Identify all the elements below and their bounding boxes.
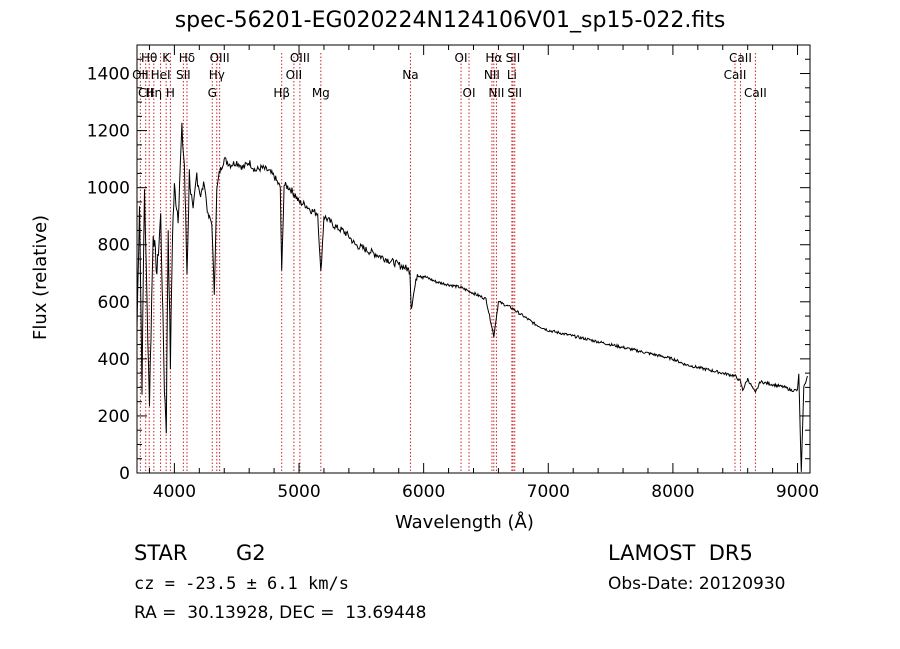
line-label: CaII [724,68,747,82]
x-axis-label: Wavelength (Å) [395,512,534,533]
chart-title: spec-56201-EG020224N124106V01_sp15-022.f… [174,8,726,33]
object-subclass: G2 [236,541,266,565]
line-label: OI [463,86,476,100]
ra-dec: RA = 30.13928, DEC = 13.69448 [134,603,427,623]
y-tick-label: 400 [98,350,130,370]
x-tick-label: 4000 [153,482,196,502]
x-tick-label: 8000 [651,482,694,502]
line-label: Na [402,68,418,82]
x-tick-label: 6000 [402,482,445,502]
y-axis-label: Flux (relative) [30,214,51,340]
line-label: OIII [210,51,230,65]
line-label: Hδ [179,51,195,65]
line-label: OII [286,68,303,82]
y-tick-label: 200 [98,407,130,427]
line-label: SII [176,68,191,82]
line-label: CaII [744,86,767,100]
line-label: SII [507,86,522,100]
survey-name: LAMOST DR5 [608,541,753,565]
line-label: CaII [729,51,752,65]
line-label: H [166,86,175,100]
plot-frame [136,44,811,474]
obs-date: Obs-Date: 20120930 [608,574,786,594]
line-label: G [208,86,217,100]
spectral-line-markers [139,53,756,473]
line-label: K [162,51,171,65]
line-label: CII [138,86,153,100]
line-label: HeI [151,68,171,82]
spectrum-line-0 [136,122,808,472]
spectrum-series [136,122,808,472]
line-label: SII [506,51,521,65]
line-label: Hη [146,86,163,100]
x-tick-label: 9000 [776,482,819,502]
object-class: STAR [134,541,188,565]
line-label: OII [132,68,149,82]
redshift-cz: cz = -23.5 ± 6.1 km/s [134,574,349,594]
line-label: OIII [290,51,310,65]
line-label: OI [455,51,468,65]
line-label: Hβ [273,86,290,100]
y-tick-label: 0 [119,464,130,484]
y-tick-label: 1000 [87,179,130,199]
y-tick-label: 600 [98,293,130,313]
line-label: Mg [312,86,330,100]
x-tick-label: 7000 [527,482,570,502]
line-label: Hθ [141,51,157,65]
y-tick-label: 1200 [87,122,130,142]
y-tick-label: 1400 [87,65,130,85]
line-label: Hα [485,51,502,65]
line-label: Li [507,68,517,82]
line-label: NII [484,68,500,82]
axes: 4000 5000 6000 7000 8000 9000 0 200 400 600 800 100… [87,44,819,502]
line-label: NII [488,86,504,100]
x-tick-label: 5000 [277,482,320,502]
y-tick-label: 800 [98,236,130,256]
line-label: Hγ [209,68,225,82]
